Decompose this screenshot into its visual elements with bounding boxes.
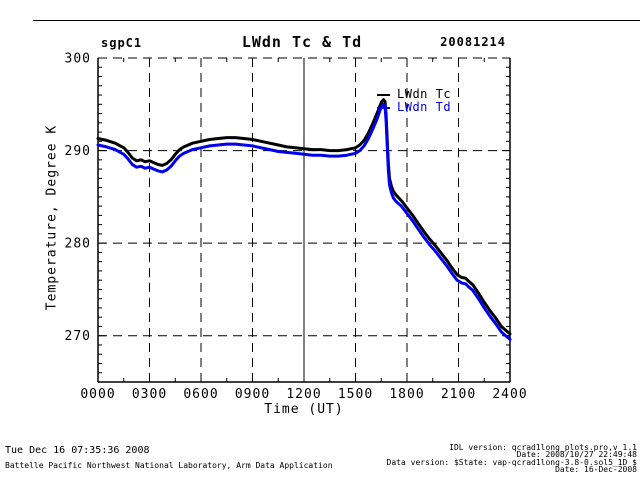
plot-date: Date: 16-Dec-2008 <box>555 465 637 475</box>
site-label: sgpC1 <box>101 36 143 50</box>
window-top-border <box>33 20 640 21</box>
plot-title: LWdn Tc & Td <box>241 33 363 51</box>
svg-text:290: 290 <box>65 144 91 159</box>
tc-line-swatch-icon <box>377 93 390 96</box>
svg-text:2400: 2400 <box>492 387 527 402</box>
legend-label-tc: LWdn Tc <box>397 87 452 101</box>
legend-label-td: LWdn Td <box>397 100 452 114</box>
code-date: Date: 2008/10/27 22:49:48 <box>516 450 637 460</box>
y-axis-title: Temperature, Degree K <box>44 124 60 311</box>
svg-text:300: 300 <box>65 52 91 67</box>
svg-text:1800: 1800 <box>389 387 424 402</box>
svg-text:0300: 0300 <box>132 387 167 402</box>
version-info: IDL version: qcrad1long_plots.pro,v 1.1 … <box>337 443 637 475</box>
td-line-swatch-icon <box>377 106 390 109</box>
idl-version: IDL version: qcrad1long_plots.pro,v 1.1 <box>449 443 637 452</box>
x-axis-title: Time (UT) <box>264 402 344 417</box>
data-version: Data version: $State: vap-qcrad1long-3.8… <box>386 457 637 467</box>
svg-text:280: 280 <box>65 237 91 252</box>
svg-text:0900: 0900 <box>235 387 270 402</box>
svg-text:270: 270 <box>65 329 91 344</box>
svg-text:1500: 1500 <box>338 387 373 402</box>
laboratory-credit: Battelle Pacific Northwest National Labo… <box>5 461 333 470</box>
svg-text:1200: 1200 <box>286 387 321 402</box>
svg-text:0000: 0000 <box>80 387 115 402</box>
legend-item-tc: LWdn Tc <box>377 88 451 101</box>
plot-generation-timestamp: Tue Dec 16 07:35:36 2008 <box>5 445 150 456</box>
legend-item-td: LWdn Td <box>377 101 451 114</box>
svg-text:2100: 2100 <box>441 387 476 402</box>
legend: LWdn Tc LWdn Td <box>377 88 451 114</box>
svg-text:0600: 0600 <box>183 387 218 402</box>
date-label: 20081214 <box>440 35 506 49</box>
